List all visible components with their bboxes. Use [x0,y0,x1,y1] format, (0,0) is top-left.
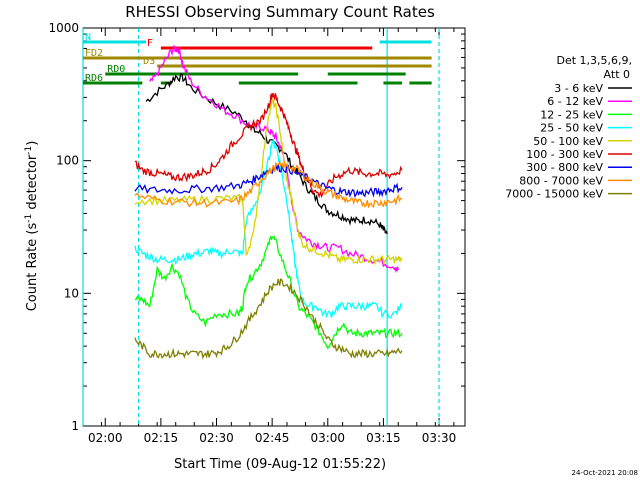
y-axis-label: Count Rate (s-1 detector-1) [24,141,40,312]
flag-bar-label: FD2 [85,48,103,59]
plot-area: 02:00 02:15 02:30 02:45 03:00 03:15 03:30 1 10 10… [48,21,466,445]
legend-header-line: Att 0 [604,68,630,81]
legend-entry-label: 800 - 7000 keV [519,174,603,187]
x-tick-label: 03:00 [310,431,345,445]
x-tick-label: 03:30 [422,431,457,445]
legend-entry-label: 100 - 300 keV [526,148,603,161]
svg-text:Count Rate (s-1 detector-1): Count Rate (s-1 detector-1) [24,141,40,312]
ylabel-sup: -1 [24,146,34,155]
series-line [134,92,403,199]
ylabel-part: ) [25,141,40,146]
y-tick-label: 1000 [48,21,79,35]
x-tick-label: 02:45 [255,431,290,445]
legend-entry-label: 7000 - 15000 keV [505,188,603,201]
series-line [145,73,388,235]
series-line [134,235,403,350]
ylabel-sup: -1 [24,214,34,223]
series-line [134,278,403,360]
legend-entry-label: 300 - 800 keV [526,161,603,174]
series-lines [134,45,403,360]
x-tick-label: 02:15 [144,431,179,445]
axes-ticks: 02:00 02:15 02:30 02:45 03:00 03:15 03:30 1 10 10… [48,21,465,445]
flag-bar-label: N [85,32,91,43]
flag-bar-label: RD0 [107,64,125,75]
flag-bar-label: D3 [143,56,155,67]
legend-entry-label: 6 - 12 keV [547,95,603,108]
ylabel-part: detector [25,154,40,214]
legend-entry-label: 3 - 6 keV [554,82,603,95]
legend-header-line: Det 1,3,5,6,9, [556,54,632,67]
y-tick-label: 10 [64,286,79,300]
series-line [149,45,399,274]
legend-entry-label: 12 - 25 keV [540,108,603,121]
x-tick-label: 02:00 [88,431,123,445]
series-line [134,138,403,319]
chart-title: RHESSI Observing Summary Count Rates [125,3,435,21]
ylabel-part: Count Rate (s [25,223,40,312]
legend-entry-label: 25 - 50 keV [540,122,603,135]
legend-entry-label: 50 - 100 keV [533,135,603,148]
plot-frame [82,27,466,427]
flag-bar-label: F [147,38,153,49]
x-tick-label: 03:15 [366,431,401,445]
y-tick-label: 1 [71,419,79,433]
y-tick-label: 100 [56,154,79,168]
flag-bar-label: RD6 [85,73,103,84]
time-markers [82,28,440,426]
footer-date: 24-Oct-2021 20:08 [572,469,638,477]
flag-bars: N F FD2 D3 RD0 RD6 [83,32,432,85]
series-line [134,98,403,266]
x-tick-label: 02:30 [199,431,234,445]
series-line [134,159,403,209]
x-axis-label: Start Time (09-Aug-12 01:55:22) [174,457,386,472]
